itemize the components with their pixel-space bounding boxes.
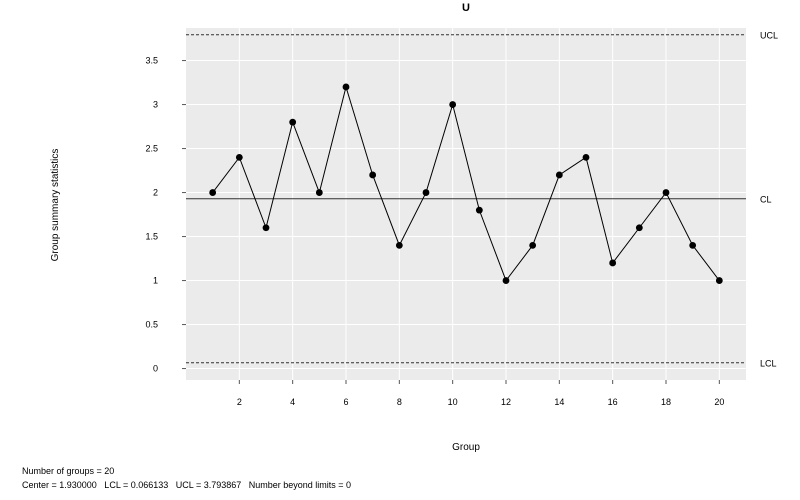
data-point (475, 206, 483, 214)
y-tick-label: 0.5 (145, 320, 158, 330)
data-series (209, 83, 723, 284)
data-point (422, 189, 430, 196)
y-tick-label: 0 (153, 364, 158, 374)
y-tick-label: 1.5 (145, 232, 158, 242)
control-limits: UCL CL LCL (186, 31, 778, 369)
y-tick-label: 2 (153, 188, 158, 198)
y-tick-label: 3.5 (145, 56, 158, 66)
plot-background (186, 28, 746, 380)
x-tick-label: 14 (554, 397, 564, 407)
x-tick-label: 6 (343, 397, 348, 407)
data-point (609, 259, 617, 267)
y-axis-ticks: 0 0.5 1 1.5 2 2.5 3 3.5 (145, 56, 186, 374)
x-tick-label: 10 (448, 397, 458, 407)
y-tick-label: 1 (153, 276, 158, 286)
x-tick-label: 2 (237, 397, 242, 407)
x-tick-label: 18 (661, 397, 671, 407)
x-tick-label: 20 (714, 397, 724, 407)
data-point (289, 118, 297, 126)
ucl-label: UCL (760, 31, 778, 41)
data-point (342, 83, 350, 91)
chart-title: U (462, 2, 470, 14)
data-point (555, 171, 563, 179)
data-point (582, 153, 590, 161)
y-axis-label: Group summary statistics (50, 149, 61, 262)
data-point (369, 171, 377, 179)
data-point (315, 189, 323, 196)
x-tick-label: 8 (397, 397, 402, 407)
grid-lines (186, 28, 746, 380)
data-point (395, 241, 403, 249)
data-point (262, 224, 270, 232)
data-point (689, 241, 697, 249)
data-point (502, 277, 510, 284)
x-axis-ticks: 2 4 6 8 10 12 14 16 18 20 (237, 380, 724, 407)
stats-line-limits: Center = 1.930000 LCL = 0.066133 UCL = 3… (22, 480, 352, 490)
lcl-label: LCL (760, 359, 777, 369)
x-tick-label: 16 (608, 397, 618, 407)
cl-label: CL (760, 195, 772, 205)
y-tick-label: 3 (153, 100, 158, 110)
data-point (235, 153, 243, 161)
stats-line-groups: Number of groups = 20 (22, 466, 115, 476)
data-point (635, 224, 643, 232)
data-point (209, 189, 217, 196)
data-point (715, 277, 723, 284)
data-point (662, 189, 670, 196)
x-tick-label: 12 (501, 397, 511, 407)
data-point (449, 101, 457, 108)
x-tick-label: 4 (290, 397, 295, 407)
series-line (212, 85, 720, 282)
data-point (529, 241, 537, 249)
x-axis-label: Group (452, 442, 480, 453)
y-tick-label: 2.5 (145, 144, 158, 154)
